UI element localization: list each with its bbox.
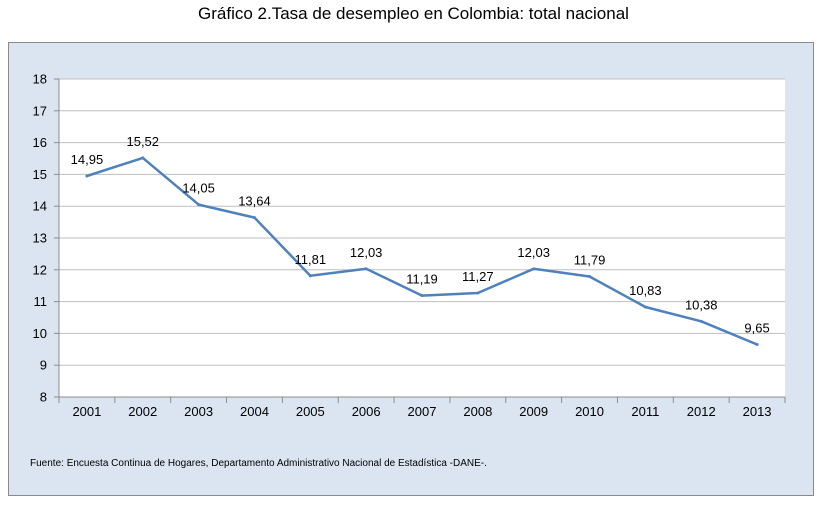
data-point-2007 bbox=[420, 294, 424, 298]
data-point-2012 bbox=[699, 319, 703, 323]
x-tick-label-2007: 2007 bbox=[408, 404, 437, 419]
x-tick-label-2012: 2012 bbox=[687, 404, 716, 419]
x-tick-label-2009: 2009 bbox=[519, 404, 548, 419]
y-tick-label-8: 8 bbox=[40, 390, 47, 405]
x-tick-label-2001: 2001 bbox=[72, 404, 101, 419]
y-tick-label-16: 16 bbox=[33, 135, 47, 150]
data-point-2009 bbox=[532, 267, 536, 271]
data-label-2012: 10,38 bbox=[685, 297, 718, 312]
data-point-2005 bbox=[308, 274, 312, 278]
source-note: Fuente: Encuesta Continua de Hogares, De… bbox=[30, 458, 487, 469]
data-label-2004: 13,64 bbox=[238, 194, 271, 209]
x-tick-label-2010: 2010 bbox=[575, 404, 604, 419]
data-label-2003: 14,05 bbox=[182, 181, 215, 196]
data-point-2004 bbox=[252, 216, 256, 220]
x-tick-label-2011: 2011 bbox=[631, 404, 659, 419]
y-tick-label-15: 15 bbox=[33, 167, 47, 182]
y-tick-label-13: 13 bbox=[33, 231, 47, 246]
data-label-2011: 10,83 bbox=[629, 283, 662, 298]
x-tick-label-2002: 2002 bbox=[128, 404, 157, 419]
data-point-2003 bbox=[197, 203, 201, 207]
y-tick-label-11: 11 bbox=[34, 294, 48, 309]
x-tick-label-2004: 2004 bbox=[240, 404, 269, 419]
x-tick-label-2008: 2008 bbox=[463, 404, 492, 419]
y-tick-label-10: 10 bbox=[33, 326, 47, 341]
data-point-2010 bbox=[588, 274, 592, 278]
data-label-2013: 9,65 bbox=[744, 321, 769, 336]
y-tick-label-17: 17 bbox=[33, 103, 47, 118]
data-label-2008: 11,27 bbox=[462, 269, 494, 284]
data-point-2006 bbox=[364, 267, 368, 271]
data-label-2010: 11,79 bbox=[574, 252, 606, 267]
y-tick-label-14: 14 bbox=[33, 199, 47, 214]
data-point-2013 bbox=[755, 343, 759, 347]
data-point-2008 bbox=[476, 291, 480, 295]
data-label-2009: 12,03 bbox=[517, 245, 550, 260]
y-tick-label-9: 9 bbox=[40, 358, 47, 373]
data-label-2001: 14,95 bbox=[71, 152, 104, 167]
x-tick-label-2003: 2003 bbox=[184, 404, 213, 419]
data-label-2005: 11,81 bbox=[295, 252, 327, 267]
y-tick-label-12: 12 bbox=[33, 262, 47, 277]
x-tick-label-2013: 2013 bbox=[743, 404, 772, 419]
data-point-2011 bbox=[643, 305, 647, 309]
x-tick-label-2006: 2006 bbox=[352, 404, 381, 419]
x-tick-label-2005: 2005 bbox=[296, 404, 325, 419]
data-label-2002: 15,52 bbox=[126, 134, 159, 149]
y-tick-label-18: 18 bbox=[33, 72, 47, 87]
data-point-2001 bbox=[85, 174, 89, 178]
data-label-2006: 12,03 bbox=[350, 245, 383, 260]
data-point-2002 bbox=[141, 156, 145, 160]
data-label-2007: 11,19 bbox=[406, 272, 438, 287]
chart-title: Gráfico 2.Tasa de desempleo en Colombia:… bbox=[198, 4, 629, 23]
